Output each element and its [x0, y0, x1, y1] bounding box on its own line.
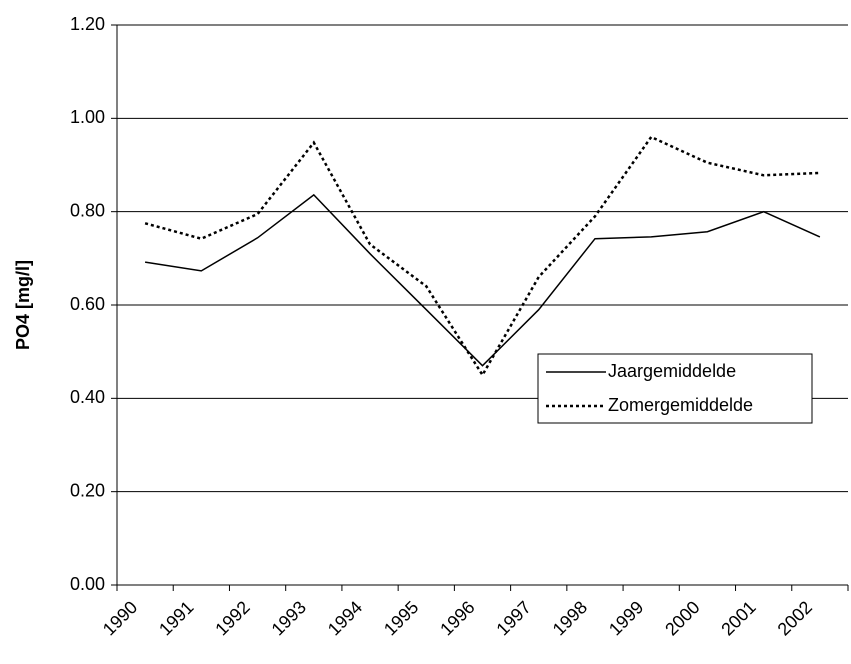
x-tick-label: 1991	[155, 597, 197, 639]
x-tick-label: 1998	[549, 597, 591, 639]
y-tick-label: 0.60	[70, 294, 105, 314]
x-tick-label: 1990	[99, 597, 141, 639]
legend-label: Zomergemiddelde	[608, 395, 753, 415]
x-tick-label: 1995	[380, 597, 422, 639]
legend-label: Jaargemiddelde	[608, 361, 736, 381]
x-tick-label: 1994	[324, 597, 366, 639]
x-tick-label: 1997	[492, 597, 534, 639]
series-line	[144, 193, 821, 367]
y-axis-title: PO4 [mg/l]	[13, 260, 33, 350]
y-tick-label: 1.00	[70, 107, 105, 127]
y-tick-label: 0.80	[70, 200, 105, 220]
y-tick-label: 0.40	[70, 387, 105, 407]
x-tick-label: 2002	[774, 597, 816, 639]
series-line	[144, 135, 820, 378]
x-tick-label: 2001	[717, 597, 759, 639]
x-tick-label: 1999	[605, 597, 647, 639]
x-tick-label: 2000	[661, 597, 703, 639]
x-tick-label: 1992	[211, 597, 253, 639]
y-tick-label: 0.20	[70, 480, 105, 500]
x-tick-label: 1993	[268, 597, 310, 639]
y-tick-label: 1.20	[70, 14, 105, 34]
x-tick-label: 1996	[436, 597, 478, 639]
y-tick-label: 0.00	[70, 574, 105, 594]
legend-box	[537, 353, 813, 424]
